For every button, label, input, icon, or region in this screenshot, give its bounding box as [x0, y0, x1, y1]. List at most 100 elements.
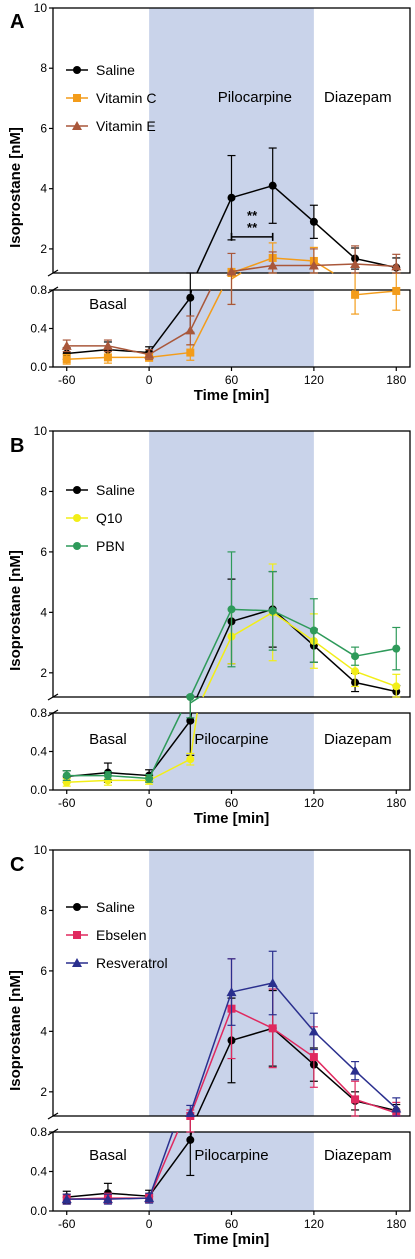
series-line-segment — [313, 221, 356, 260]
data-point — [392, 682, 401, 691]
data-point — [309, 1053, 318, 1062]
series-line-segment — [107, 774, 150, 780]
y-tick-label: 4 — [40, 1024, 47, 1038]
chart-panel-c: 2 4 6 8 10 0.0 0.4 0.8 -60 0 60 120 180 Time [min] Iso… — [7, 843, 411, 1248]
axis-break-mark — [47, 269, 59, 277]
series-line-segment — [107, 771, 150, 777]
series-line-segment — [196, 621, 233, 698]
series-line-segment — [354, 1098, 397, 1114]
data-point — [268, 1024, 277, 1033]
data-point — [308, 260, 319, 270]
data-point — [351, 290, 360, 299]
y-tick-label: 6 — [40, 121, 47, 135]
series-line-segment — [354, 1070, 397, 1109]
x-tick-label: 120 — [304, 796, 324, 810]
x-tick-label: 60 — [225, 1217, 239, 1231]
series-line-segment — [66, 1192, 108, 1198]
x-axis-label: Time [min] — [194, 810, 270, 827]
x-axis-label: Time [min] — [194, 1231, 270, 1248]
data-point — [186, 755, 195, 764]
data-point — [350, 1065, 361, 1075]
legend-marker — [73, 903, 81, 911]
legend-marker — [72, 958, 82, 967]
data-point — [351, 652, 360, 661]
data-point — [185, 1107, 196, 1117]
annotation-diazepam: Diazepam — [324, 89, 392, 106]
series-line-segment — [66, 356, 108, 361]
data-point — [144, 349, 155, 359]
series-line-segment — [313, 263, 356, 267]
axis-break-mark — [47, 1112, 59, 1120]
panel-label: C — [10, 854, 24, 876]
annotation-diazepam: Diazepam — [324, 1147, 392, 1164]
y-tick-label: 0.0 — [30, 360, 47, 374]
series-line-segment — [189, 609, 233, 698]
data-point — [392, 644, 401, 653]
y-tick-label: 4 — [40, 605, 47, 619]
series-line-segment — [355, 263, 397, 268]
chart-panel-a: 2 4 6 8 10 0.0 0.4 0.8 -60 0 60 120 180 Time [min] Iso… — [7, 1, 411, 404]
y-tick-label: 4 — [40, 182, 47, 196]
data-point — [226, 987, 237, 997]
series-line-segment — [107, 1192, 150, 1197]
y-tick-label: 8 — [40, 903, 47, 917]
y-tick-label: 0.0 — [30, 783, 47, 797]
data-point — [308, 1026, 319, 1036]
annotation-pilocarpine: Pilocarpine — [218, 89, 292, 106]
legend-entry: Saline — [66, 62, 135, 78]
y-axis-label: Isoprostane [nM] — [7, 970, 24, 1091]
annotation-basal: Basal — [89, 296, 127, 313]
series-line-segment — [231, 608, 273, 623]
series-line-segment — [272, 982, 315, 1032]
series-line-segment — [148, 758, 191, 782]
legend-marker — [73, 66, 81, 74]
legend-entry: Q10 — [66, 510, 123, 526]
data-point — [186, 716, 195, 725]
y-tick-label: 0.4 — [30, 745, 47, 759]
legend-label: Ebselen — [96, 927, 147, 943]
series-line-segment — [272, 257, 314, 262]
series-line-segment — [355, 290, 397, 296]
axis-break-mark — [47, 693, 59, 701]
series-vitamin-e — [61, 245, 402, 360]
y-tick-label: 6 — [40, 964, 47, 978]
y-axis-label: Isoprostane [nM] — [7, 550, 24, 671]
series-line-segment — [354, 681, 397, 693]
series-line-segment — [313, 629, 356, 657]
series-line-segment — [272, 185, 315, 223]
data-point — [103, 771, 112, 780]
x-tick-label: 180 — [386, 796, 406, 810]
chart-panel-b: 2 4 6 8 10 0.0 0.4 0.8 -60 0 60 120 180 Time [min] Iso… — [7, 424, 411, 827]
y-tick-label: 0.4 — [30, 322, 47, 336]
series-line-segment — [66, 348, 108, 355]
y-tick-label: 0.0 — [30, 1204, 47, 1218]
legend-entry: Saline — [66, 899, 135, 915]
data-point — [227, 193, 236, 202]
x-tick-label: 180 — [386, 1217, 406, 1231]
legend-entry: Ebselen — [66, 927, 147, 943]
data-point — [62, 355, 71, 364]
data-point — [62, 771, 71, 780]
data-point — [351, 667, 360, 676]
series-line-segment — [231, 1027, 273, 1042]
series-line-segment — [189, 1008, 233, 1117]
legend-label: Vitamin E — [96, 118, 156, 134]
series-line-segment — [231, 264, 273, 273]
significance-mark: ** — [247, 220, 258, 235]
data-point — [350, 258, 361, 268]
series-line-segment — [313, 640, 356, 672]
series-line-segment — [354, 670, 397, 688]
data-point — [145, 774, 154, 783]
shaded-region-lower — [149, 1132, 314, 1211]
series-line-segment — [313, 1030, 356, 1072]
x-tick-label: 0 — [146, 373, 153, 387]
series-line-segment — [313, 1064, 356, 1102]
series-line-segment — [148, 297, 191, 354]
series-line-segment — [272, 610, 315, 632]
series-line-segment — [148, 1139, 191, 1197]
y-tick-label: 2 — [40, 1085, 47, 1099]
series-line-segment — [231, 608, 273, 612]
shaded-region-lower — [149, 713, 314, 790]
series-line-segment — [148, 329, 191, 356]
legend-label: PBN — [96, 538, 125, 554]
